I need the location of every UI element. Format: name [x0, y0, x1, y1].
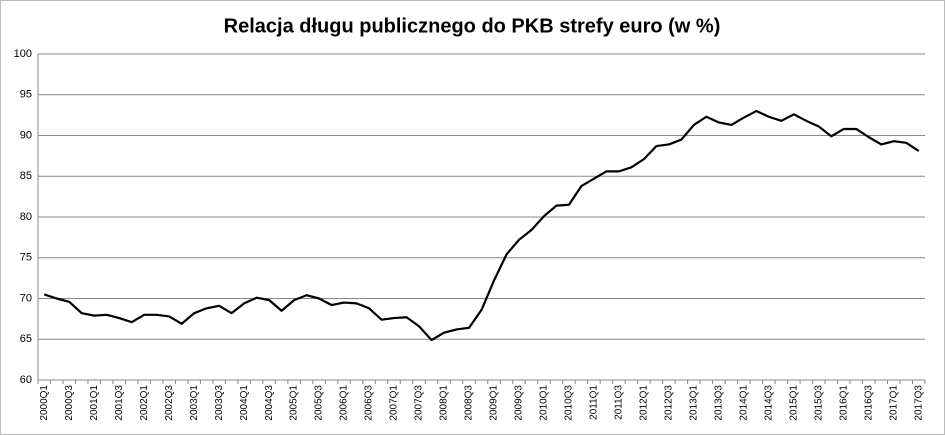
x-tick-label: 2009Q1 — [489, 385, 500, 421]
x-tick-label: 2011Q3 — [614, 385, 625, 420]
x-tick-label: 2008Q3 — [464, 385, 475, 421]
chart-title: Relacja długu publicznego do PKB strefy … — [224, 15, 721, 37]
x-tick-label: 2010Q1 — [539, 385, 550, 421]
x-tick-label: 2014Q1 — [738, 385, 749, 421]
x-tick-label: 2002Q3 — [164, 385, 175, 421]
y-tick-label: 100 — [14, 48, 32, 60]
x-tick-label: 2017Q1 — [888, 385, 899, 421]
x-tick-label: 2012Q1 — [639, 385, 650, 421]
x-tick-label: 2006Q3 — [364, 385, 375, 421]
x-tick-label: 2014Q3 — [763, 385, 774, 421]
x-tick-label: 2004Q3 — [264, 385, 275, 421]
x-tick-label: 2002Q1 — [139, 385, 150, 421]
x-tick-label: 2012Q3 — [664, 385, 675, 421]
x-tick-label: 2005Q3 — [314, 385, 325, 421]
x-tick-label: 2003Q1 — [189, 385, 200, 421]
x-tick-label: 2001Q1 — [89, 385, 100, 421]
x-tick-label: 2007Q1 — [389, 385, 400, 421]
x-tick-label: 2008Q1 — [439, 385, 450, 421]
y-tick-label: 85 — [20, 170, 32, 182]
y-tick-label: 70 — [20, 292, 32, 304]
y-tick-label: 90 — [20, 129, 32, 141]
x-tick-label: 2017Q3 — [913, 385, 924, 421]
x-tick-label: 2000Q3 — [64, 385, 75, 421]
x-tick-label: 2009Q3 — [514, 385, 525, 421]
y-tick-label: 65 — [20, 333, 32, 345]
x-tick-label: 2016Q1 — [838, 385, 849, 421]
x-tick-label: 2004Q1 — [239, 385, 250, 421]
x-tick-label: 2011Q1 — [589, 385, 600, 420]
y-tick-label: 60 — [20, 374, 32, 386]
x-tick-label: 2016Q3 — [863, 385, 874, 421]
y-tick-label: 75 — [20, 252, 32, 264]
x-tick-label: 2013Q3 — [714, 385, 725, 421]
x-tick-label: 2001Q3 — [114, 385, 125, 421]
x-tick-label: 2000Q1 — [39, 385, 50, 421]
x-tick-label: 2005Q1 — [289, 385, 300, 421]
x-tick-label: 2013Q1 — [689, 385, 700, 421]
data-line — [43, 109, 920, 342]
x-tick-label: 2015Q3 — [813, 385, 824, 421]
x-tick-label: 2015Q1 — [788, 385, 799, 421]
x-tick-label: 2006Q1 — [339, 385, 350, 421]
y-tick-label: 95 — [20, 89, 32, 101]
x-tick-label: 2010Q3 — [564, 385, 575, 421]
y-tick-label: 80 — [20, 211, 32, 223]
x-tick-label: 2003Q3 — [214, 385, 225, 421]
x-tick-label: 2007Q3 — [414, 385, 425, 421]
